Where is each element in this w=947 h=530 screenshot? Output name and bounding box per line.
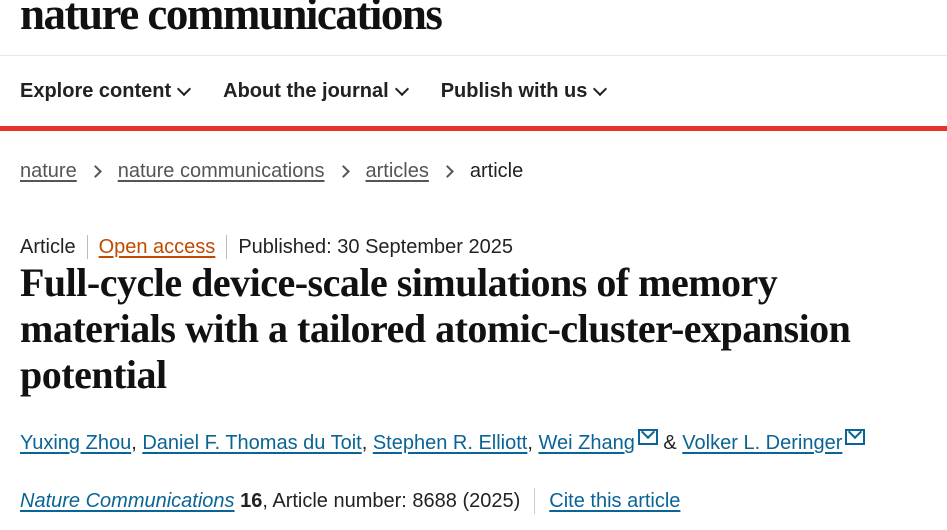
mail-icon[interactable] [637, 429, 658, 445]
author-link[interactable]: Stephen R. Elliott [372, 432, 528, 454]
author-list: Yuxing Zhou, Daniel F. Thomas du Toit, S… [20, 429, 866, 455]
article-title: Full-cycle device-scale simulations of m… [20, 260, 851, 397]
article-number: , Article number: 8688 (2025) [262, 489, 521, 512]
author-link[interactable]: Volker L. Deringer [682, 432, 843, 454]
cite-this-article-link[interactable]: Cite this article [549, 489, 681, 512]
separator: , [361, 432, 373, 454]
journal-logo[interactable]: nature communications [20, 0, 443, 39]
author-link[interactable]: Wei Zhang [538, 432, 635, 454]
breadcrumb-nature[interactable]: nature [20, 160, 77, 182]
nav-label: Publish with us [440, 80, 588, 102]
divider [534, 488, 536, 514]
author-link[interactable]: Daniel F. Thomas du Toit [142, 432, 362, 454]
chevron-down-icon [177, 81, 192, 96]
separator: , [131, 432, 143, 454]
chevron-down-icon [593, 81, 608, 96]
nav-publish[interactable]: Publish with us [440, 80, 608, 103]
header-divider [0, 55, 947, 56]
article-type: Article [20, 236, 76, 258]
separator: , [527, 432, 539, 454]
nav-about-journal[interactable]: About the journal [223, 80, 409, 103]
breadcrumb: nature nature communications articles ar… [20, 160, 523, 183]
citation-line: Nature Communications 16, Article number… [20, 488, 680, 514]
separator: & [657, 432, 683, 454]
chevron-right-icon [336, 165, 350, 178]
accent-bar [0, 126, 947, 131]
main-nav: Explore content About the journal Publis… [20, 80, 608, 103]
nav-explore-content[interactable]: Explore content [20, 80, 192, 103]
nav-label: About the journal [223, 80, 389, 102]
chevron-right-icon [440, 165, 454, 178]
chevron-right-icon [88, 165, 102, 178]
article-meta: Article Open access Published: 30 Septem… [20, 235, 524, 259]
mail-icon[interactable] [845, 429, 866, 445]
published-date: Published: 30 September 2025 [226, 235, 524, 259]
breadcrumb-articles[interactable]: articles [365, 160, 429, 182]
open-access-link[interactable]: Open access [86, 235, 227, 259]
chevron-down-icon [394, 81, 409, 96]
volume: 16 [240, 489, 263, 512]
author-link[interactable]: Yuxing Zhou [20, 432, 132, 454]
journal-link[interactable]: Nature Communications [20, 489, 235, 512]
breadcrumb-current: article [469, 160, 524, 182]
nav-label: Explore content [20, 80, 172, 102]
breadcrumb-nature-communications[interactable]: nature communications [117, 160, 325, 182]
